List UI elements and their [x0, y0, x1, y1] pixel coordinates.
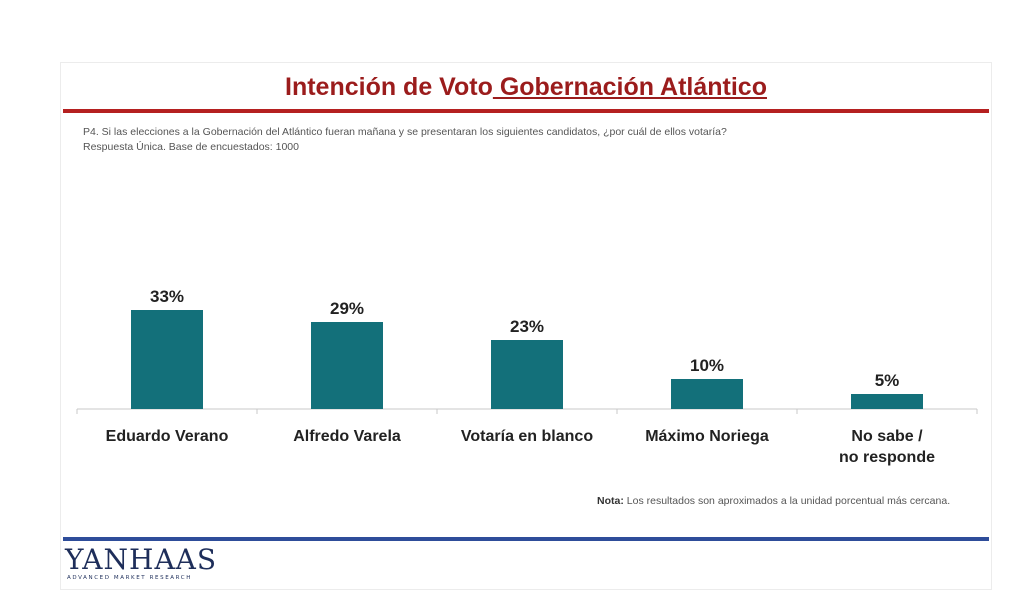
question-line-1: P4. Si las elecciones a la Gobernación d…: [83, 126, 727, 138]
note-label: Nota:: [597, 495, 624, 507]
data-label-5: 5%: [875, 371, 900, 390]
title-divider: [63, 109, 989, 113]
footer-divider: [63, 537, 989, 541]
question-line-2: Respuesta Única. Base de encuestados: 10…: [83, 141, 299, 153]
footnote: Nota: Los resultados son aproximados a l…: [597, 495, 977, 508]
bar-1: [131, 310, 203, 409]
bar-5: [851, 394, 923, 409]
category-label-4: Máximo Noriega: [645, 428, 769, 445]
logo-tagline: ADVANCED MARKET RESEARCH: [67, 575, 192, 581]
data-label-1: 33%: [150, 287, 184, 306]
bar-2: [311, 322, 383, 409]
bar-chart: 33% Eduardo Verano 29% Alfredo Varela 23% Vot…: [76, 287, 978, 466]
logo-wordmark: YANHAAS: [65, 543, 218, 576]
data-label-2: 29%: [330, 299, 364, 318]
category-label-2: Alfredo Varela: [293, 428, 401, 445]
data-label-4: 10%: [690, 356, 724, 375]
bar-3: [491, 340, 563, 409]
category-label-1: Eduardo Verano: [106, 428, 229, 445]
bar-4: [671, 379, 743, 409]
title-part-2: Gobernación Atlántico: [492, 73, 767, 101]
category-label-3: Votaría en blanco: [461, 428, 593, 445]
slide: Intención de Voto Gobernación Atlántico …: [60, 62, 992, 590]
category-label-5: no responde: [839, 449, 935, 466]
slide-title: Intención de Voto Gobernación Atlántico: [61, 73, 991, 102]
yanhaas-logo: YANHAAS ADVANCED MARKET RESEARCH: [65, 543, 218, 585]
data-label-3: 23%: [510, 317, 544, 336]
category-label-5: No sabe /: [851, 428, 923, 445]
title-part-1: Intención de Voto: [285, 73, 493, 101]
question-text: P4. Si las elecciones a la Gobernación d…: [83, 125, 983, 155]
note-text: Los resultados son aproximados a la unid…: [623, 495, 951, 507]
